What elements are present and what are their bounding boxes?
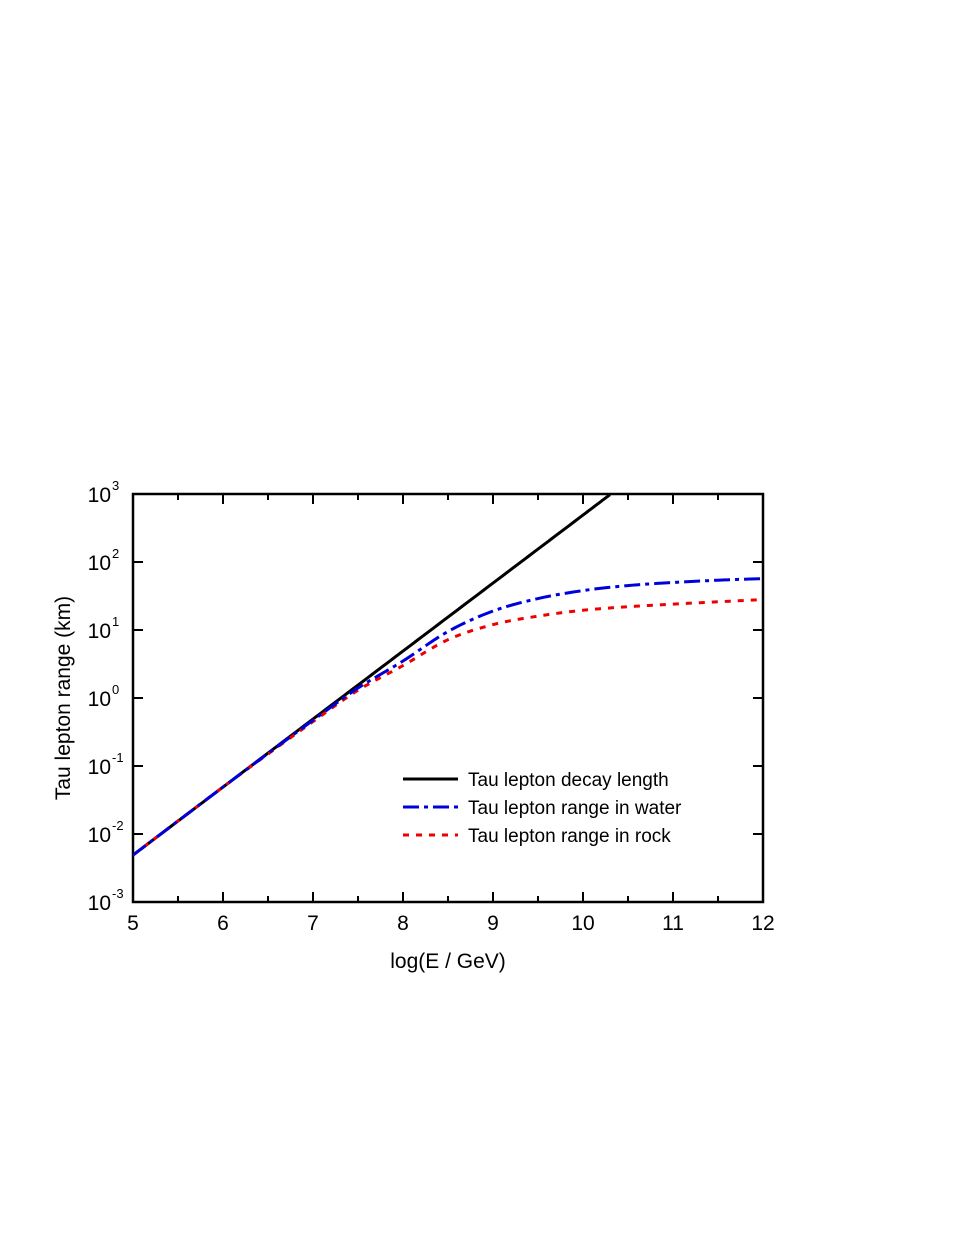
x-axis-title: log(E / GeV) [390,950,506,973]
y-axis-title: Tau lepton range (km) [52,596,75,800]
legend-item: Tau lepton range in rock [403,826,671,847]
y-tick-label: 10 2 [88,546,120,575]
x-tick-label: 7 [307,912,319,935]
y-tick-label: 10 -2 [88,818,124,847]
series-line-dashdot [133,577,763,857]
x-tick-label: 8 [397,912,409,935]
axis-ticks [132,493,764,903]
y-tick-exponent: 2 [112,546,119,561]
y-tick-label: 10 -1 [88,750,124,779]
y-tick-exponent: 0 [112,682,119,697]
x-tick-label: 11 [662,912,684,935]
y-tick-base: 10 [88,552,111,575]
y-tick-base: 10 [88,824,111,847]
legend-item: Tau lepton range in water [403,798,682,819]
y-tick-base: 10 [88,484,111,507]
y-tick-base: 10 [88,688,111,711]
x-tick-label: 12 [751,912,774,935]
y-tick-exponent: 1 [112,614,119,629]
y-tick-exponent: 3 [112,478,119,493]
legend-label: Tau lepton decay length [468,770,669,791]
y-tick-label: 10 -3 [88,886,124,915]
y-tick-base: 10 [88,756,111,779]
y-tick-label: 10 3 [88,478,120,507]
legend: Tau lepton decay length Tau lepton range … [403,770,682,847]
y-tick-label: 10 0 [88,682,120,711]
legend-label: Tau lepton range in water [468,798,682,819]
y-tick-exponent: -3 [112,886,124,901]
x-tick-label: 6 [217,912,229,935]
x-tick-label: 10 [571,912,594,935]
y-tick-exponent: -1 [112,750,124,765]
series-group [133,494,763,857]
y-tick-base: 10 [88,620,111,643]
legend-item: Tau lepton decay length [403,770,669,791]
y-tick-label: 10 1 [88,614,120,643]
legend-label: Tau lepton range in rock [468,826,671,847]
x-tick-labels: 5 6 7 8 9 10 11 12 [127,912,775,935]
y-tick-base: 10 [88,892,111,915]
y-tick-exponent: -2 [112,818,124,833]
x-tick-label: 5 [127,912,139,935]
x-tick-label: 9 [487,912,499,935]
